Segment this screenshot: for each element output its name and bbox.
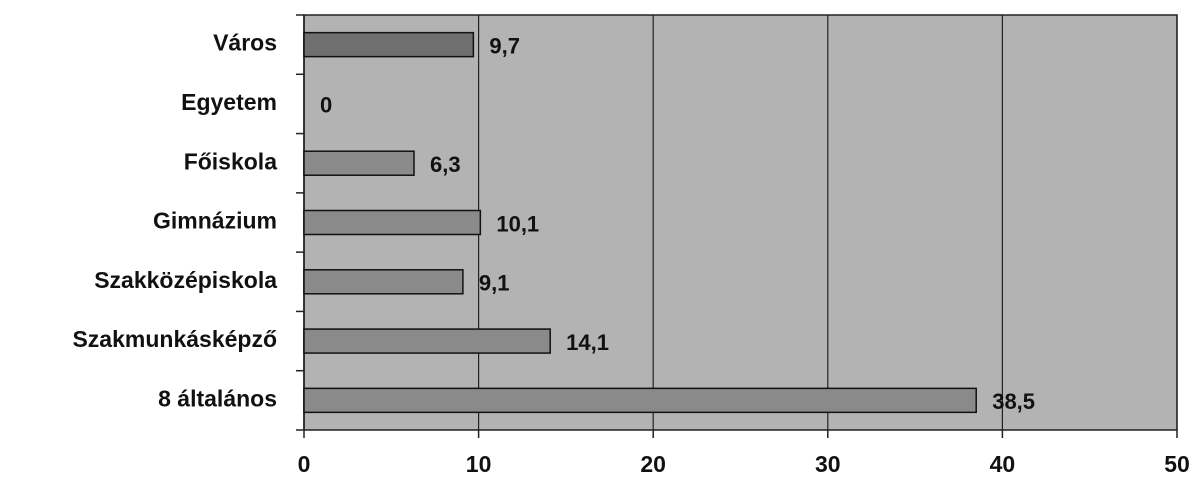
value-label: 38,5 <box>992 389 1035 414</box>
value-label: 14,1 <box>566 330 609 355</box>
x-tick-label: 20 <box>640 451 666 477</box>
y-tick-label: Gimnázium <box>153 208 277 234</box>
x-tick-label: 0 <box>298 451 311 477</box>
value-label: 10,1 <box>496 211 539 236</box>
y-tick-label: Szakmunkásképző <box>72 326 277 352</box>
y-tick-label: Egyetem <box>181 89 277 115</box>
bar <box>303 31 475 58</box>
y-tick-label: Szakközépiskola <box>94 267 277 293</box>
y-tick-label: Főiskola <box>184 148 278 174</box>
x-tick-label: 10 <box>466 451 492 477</box>
y-tick-label: Város <box>213 30 277 56</box>
x-tick-label: 30 <box>815 451 841 477</box>
bar <box>303 150 415 176</box>
value-label: 6,3 <box>430 152 461 177</box>
bar <box>303 209 482 236</box>
value-label: 9,1 <box>479 271 510 296</box>
x-tick-label: 50 <box>1164 451 1190 477</box>
x-tick-label: 40 <box>990 451 1016 477</box>
value-label: 0 <box>320 93 332 118</box>
bar <box>303 387 977 414</box>
bar <box>303 269 464 295</box>
bar <box>303 328 551 354</box>
y-tick-label: 8 általános <box>158 385 277 411</box>
value-label: 9,7 <box>489 33 520 58</box>
